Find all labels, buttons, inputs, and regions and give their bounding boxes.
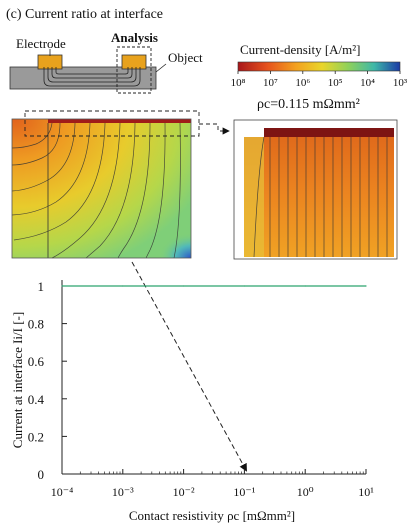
left-electrode — [37, 54, 63, 70]
schematic-current-lines — [43, 67, 141, 87]
colorbar-tick-label: 10⁷ — [263, 77, 278, 89]
map-streamlines — [11, 122, 181, 259]
x-tick-label: 10¹ — [358, 485, 374, 499]
y-tick-label: 0.4 — [28, 392, 45, 407]
current-density-map — [11, 118, 192, 259]
series-point — [122, 285, 124, 287]
map-to-chart-arrow — [131, 261, 247, 472]
y-tick-label: 0.8 — [28, 317, 44, 332]
analysis-box — [116, 46, 152, 94]
colorbar-title: Current-density [A/m²] — [240, 42, 361, 57]
series-point — [61, 285, 63, 287]
x-tick-label: 10⁰ — [297, 485, 314, 499]
map-corner-highlight — [12, 119, 191, 258]
schematic: Electrode Analysis Object — [9, 30, 203, 94]
right-electrode — [121, 54, 147, 70]
colorbar-tick-label: 10⁴ — [360, 77, 375, 89]
series-point — [243, 285, 245, 287]
x-tick-label: 10⁻¹ — [233, 485, 255, 499]
zoom-edge-region — [244, 137, 264, 257]
analysis-label: Analysis — [111, 30, 158, 45]
colorbar-tick-label: 10³ — [393, 77, 408, 89]
y-tick-label: 0.2 — [28, 429, 44, 444]
colorbar-tick-label: 10⁵ — [328, 77, 343, 89]
y-tick-label: 1 — [38, 279, 45, 294]
y-tick-label: 0 — [38, 467, 45, 482]
x-axis-label: Contact resistivity ρc [mΩmm²] — [129, 508, 295, 523]
object-leader — [155, 63, 167, 73]
series-point — [183, 285, 185, 287]
series-point — [365, 285, 367, 287]
colorbar: Current-density [A/m²] 10⁸ 10⁷ 10⁶ 10⁵ 10⁴ 10… — [231, 42, 408, 89]
zoom-contact-layer — [264, 128, 394, 137]
zoom-annotation: ρc=0.115 mΩmm² — [257, 97, 360, 112]
panel-title: (c) Current ratio at interface — [6, 7, 163, 22]
y-axis-label: Current at interface Ii/I [-] — [10, 312, 25, 448]
map-contact-strip — [48, 119, 191, 123]
zoom-streamlines — [253, 136, 388, 258]
y-tick-label: 0.6 — [28, 354, 45, 369]
zoomed-map — [233, 119, 398, 260]
object-label: Object — [168, 50, 203, 65]
zoom-field — [244, 137, 394, 257]
zoom-connector-arrow — [199, 123, 230, 135]
map-frame — [11, 118, 192, 259]
x-tick-label: 10⁻² — [173, 485, 195, 499]
colorbar-tick-label: 10⁸ — [231, 77, 246, 89]
chart: 10⁻⁴ 10⁻³ 10⁻² 10⁻¹ 10⁰ 10¹ 0 0.2 0.4 0.6 0.8 1 Co… — [10, 279, 374, 523]
electrode-label: Electrode — [16, 36, 66, 51]
series-point — [304, 285, 306, 287]
colorbar-gradient — [237, 61, 401, 72]
x-tick-label: 10⁻⁴ — [51, 485, 74, 499]
x-tick-label: 10⁻³ — [112, 485, 134, 499]
colorbar-tick-label: 10⁶ — [295, 77, 310, 89]
zoom-region-box — [24, 110, 200, 137]
